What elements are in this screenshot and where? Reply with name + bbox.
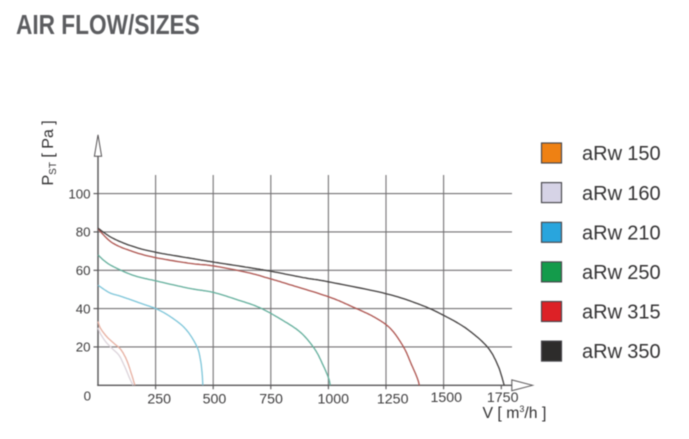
svg-text:210: 210	[627, 222, 660, 244]
svg-text:aRw: aRw	[582, 222, 623, 244]
svg-text:aRw: aRw	[582, 302, 623, 324]
svg-text:aRw: aRw	[582, 262, 623, 284]
svg-text:1500: 1500	[431, 390, 463, 406]
svg-text:0: 0	[84, 389, 91, 404]
svg-text:100: 100	[68, 186, 90, 201]
svg-text:1750: 1750	[487, 390, 519, 406]
svg-text:20: 20	[76, 340, 91, 355]
svg-text:40: 40	[76, 301, 91, 316]
svg-text:250: 250	[627, 262, 660, 284]
svg-text:500: 500	[203, 391, 227, 407]
svg-text:V [ m3/h ]: V [ m3/h ]	[483, 404, 547, 422]
svg-text:80: 80	[76, 225, 91, 240]
svg-text:750: 750	[259, 391, 283, 407]
svg-text:315: 315	[627, 302, 660, 324]
svg-text:160: 160	[627, 183, 660, 205]
svg-text:350: 350	[627, 341, 660, 363]
svg-text:PST [ Pa ]: PST [ Pa ]	[40, 120, 59, 185]
svg-text:150: 150	[627, 143, 660, 165]
svg-text:250: 250	[147, 391, 171, 407]
svg-text:aRw: aRw	[582, 183, 623, 205]
svg-text:aRw: aRw	[582, 341, 623, 363]
svg-text:60: 60	[76, 263, 91, 278]
svg-text:1000: 1000	[318, 391, 350, 407]
svg-text:1250: 1250	[377, 391, 409, 407]
svg-text:aRw: aRw	[582, 143, 623, 165]
